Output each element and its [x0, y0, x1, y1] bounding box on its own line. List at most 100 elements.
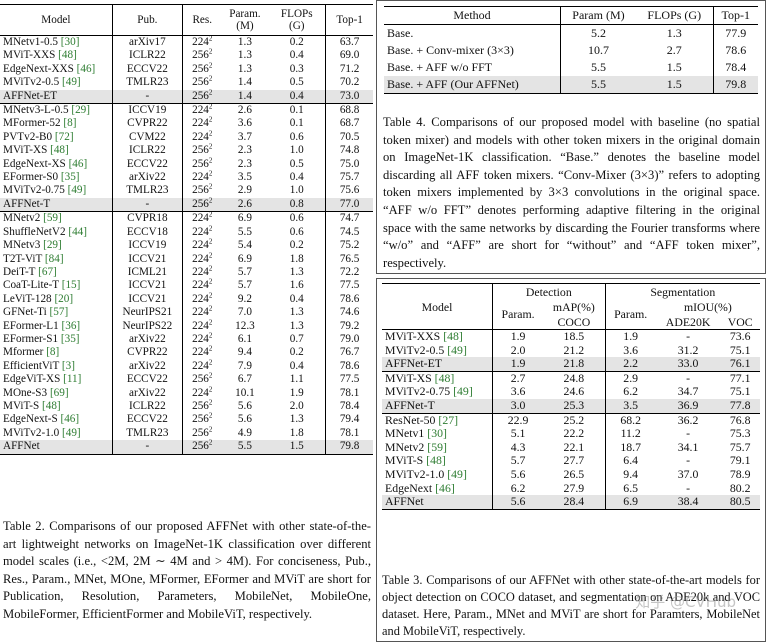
table4-header-param: Param (M) — [559, 6, 636, 25]
voc-cell: 76.1 — [720, 356, 760, 372]
citation-ref: [49] — [67, 184, 87, 197]
model-name-cell: MViT-S [48] — [0, 400, 112, 413]
citation-ref: [72] — [54, 130, 74, 143]
citation-ref: [49] — [62, 426, 81, 439]
res-exponent: 2 — [208, 358, 213, 367]
table3-header-row-3: COCO ADE20K VOC — [382, 314, 760, 330]
table-row: EFormer-S0 [35] arXiv22 2242 3.5 0.4 75.7 — [0, 170, 373, 185]
res-exponent: 2 — [208, 61, 213, 70]
top1-cell: 77.0 — [325, 197, 373, 212]
res-exponent: 2 — [208, 129, 213, 138]
model-name-cell: ResNet-50 [27] — [382, 413, 493, 427]
table-row: T2T-ViT [84] ICCV21 2242 6.9 1.8 76.5 — [0, 251, 373, 266]
citation-ref: [30] — [60, 36, 80, 48]
voc-cell: 75.1 — [729, 384, 751, 399]
seg-param-cell: 2.2 — [604, 356, 656, 372]
model-name: CoaT-Lite-T — [3, 279, 62, 292]
citation-ref: [11] — [63, 373, 82, 386]
seg-param-cell: 18.7 — [604, 440, 656, 455]
table3-header-seg-param: Param. — [604, 299, 656, 330]
res-value: 224 — [192, 359, 209, 372]
pub-cell: ICCV19 — [111, 239, 183, 253]
flops-cell: 1.3 — [289, 265, 304, 278]
flops-cell: 0.5 — [289, 76, 304, 89]
top1-cell: 74.6 — [325, 306, 373, 320]
table-row-ours: AFFNet-T 3.0 25.3 3.5 36.9 77.8 — [382, 398, 760, 414]
table-row: Base. + AFF (Our AFFNet) 5.5 1.5 79.8 — [384, 76, 758, 94]
res-cell: 2242 — [181, 35, 222, 50]
pub-cell: ICCV19 — [111, 103, 183, 118]
res-cell: 2242 — [181, 345, 222, 360]
citation-ref: [29] — [43, 239, 62, 252]
citation-ref: [20] — [54, 292, 74, 305]
top1-cell: 79.4 — [325, 413, 373, 427]
model-name: T2T-ViT — [3, 252, 45, 265]
citation-ref: [8] — [63, 117, 77, 130]
table-row: MNetv3 [29] ICCV19 2242 5.4 0.2 75.2 — [0, 238, 373, 253]
method-cell: Base. + AFF w/o FFT — [387, 60, 493, 74]
param-cell: 1.3 — [237, 62, 252, 75]
model-name: MNetv1 — [385, 426, 428, 441]
voc-cell: 75.3 — [729, 426, 751, 441]
citation-ref: [69] — [49, 386, 69, 399]
table-row: Mformer [8] CVPR22 2242 9.4 0.2 76.7 — [0, 345, 373, 360]
pub-cell: - — [111, 197, 183, 212]
res-exponent: 2 — [208, 223, 213, 232]
seg-param-cell: 6.5 — [604, 481, 656, 496]
top1-cell: 77.9 — [712, 24, 758, 42]
model-name: AFFNet-ET — [385, 356, 443, 371]
table2-header-flops: FLOPs (G) — [280, 8, 313, 32]
model-name: EFormer-S0 — [3, 171, 61, 184]
top1-cell: 63.7 — [325, 35, 373, 50]
table3-header-map: mAP(%) — [552, 299, 595, 314]
res-value: 224 — [192, 130, 209, 143]
pub-cell: NeurIPS21 — [111, 306, 183, 320]
pub-cell: CVPR22 — [111, 346, 183, 360]
model-name: EdgeNext — [385, 480, 436, 495]
table-row: MViT-S [48] ICLR22 2562 5.6 2.0 78.4 — [0, 399, 373, 414]
seg-param-cell: 68.2 — [604, 413, 656, 428]
param-cell: 1.4 — [237, 76, 252, 89]
map-cell: 27.9 — [563, 480, 585, 495]
param-cell: 2.6 — [221, 197, 269, 212]
param-cell: 6.9 — [237, 252, 252, 265]
top1-cell: 75.6 — [325, 184, 373, 198]
res-value: 256 — [192, 184, 209, 197]
citation-ref: [30] — [427, 426, 447, 441]
res-value: 256 — [192, 197, 209, 210]
table4-header-flops: FLOPs (G) — [647, 8, 702, 22]
res-value: 224 — [192, 239, 209, 252]
flops-cell: 2.0 — [289, 399, 304, 412]
model-name-cell: EfficientViT [3] — [0, 360, 112, 373]
res-cell: 2242 — [181, 265, 222, 280]
table2-caption: Table 2. Comparisons of our proposed AFF… — [3, 519, 371, 621]
pub-cell: CVPR18 — [111, 211, 183, 226]
res-exponent: 2 — [208, 331, 213, 340]
citation-ref: [49] — [447, 466, 467, 481]
model-name: MViT-S — [3, 399, 43, 412]
model-name-cell: MNetv3-L-0.5 [29] — [0, 104, 112, 118]
table3-header-miou: mIOU(%) — [683, 299, 732, 314]
model-name: MViTv2-1.0 — [385, 466, 448, 481]
map-cell: 18.5 — [563, 329, 585, 343]
model-name-cell: AFFNet-T — [0, 197, 113, 212]
seg-param-cell: 1.9 — [604, 329, 656, 344]
table-row: MOne-S3 [69] arXiv22 2242 10.1 1.9 78.1 — [0, 385, 373, 400]
model-name-cell: MNetv2 [59] — [382, 439, 493, 455]
top1-cell: 72.2 — [325, 265, 373, 280]
table-row: EdgeNext [46] 6.2 27.9 6.5-80.2 — [382, 480, 760, 496]
res-value: 224 — [192, 212, 209, 225]
citation-ref: [15] — [61, 279, 81, 292]
res-value: 256 — [192, 426, 209, 439]
method-cell: Base. + AFF (Our AFFNet) — [384, 76, 561, 94]
res-exponent: 2 — [208, 304, 213, 313]
res-cell: 2242 — [181, 251, 222, 266]
model-name-cell: EFormer-L1 [36] — [0, 320, 112, 333]
res-value: 256 — [192, 413, 209, 426]
citation-ref: [59] — [427, 439, 447, 454]
param-cell: 9.2 — [237, 292, 252, 305]
table-row: MNetv1 [30] 5.1 22.2 11.2-75.3 — [382, 426, 760, 441]
ade-cell: 33.0 — [655, 356, 721, 372]
param-cell: 2.3 — [237, 144, 252, 157]
pub-cell: TMLR23 — [111, 76, 183, 90]
